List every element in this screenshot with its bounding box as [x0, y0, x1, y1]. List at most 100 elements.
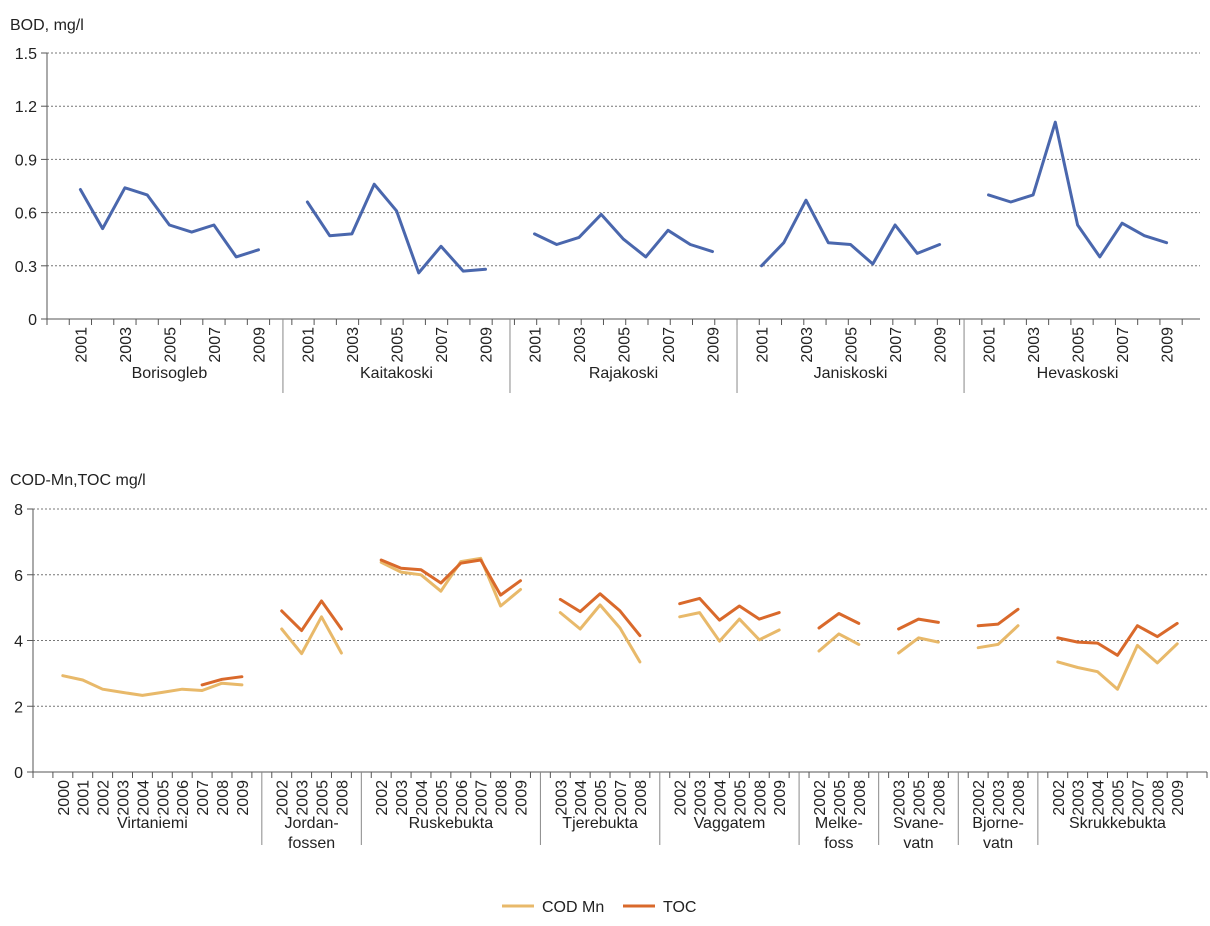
- x-tick-label: 2002: [1051, 780, 1068, 816]
- y-tick-label: 0.9: [15, 152, 37, 169]
- x-tick-label: 2002: [673, 780, 690, 816]
- x-tick-label: 2005: [1110, 780, 1127, 816]
- x-tick-label: 2001: [755, 327, 772, 363]
- x-tick-label: 2007: [661, 327, 678, 363]
- x-tick-label: 2006: [175, 780, 192, 816]
- series-line-cod-mn: [558, 603, 642, 664]
- group-label-line: vatn: [983, 835, 1013, 852]
- x-tick-label: 2003: [892, 780, 909, 816]
- x-tick-label: 2004: [573, 780, 590, 816]
- x-tick-label: 2001: [527, 327, 544, 363]
- x-tick-label: 2005: [593, 780, 610, 816]
- x-tick-label: 2007: [434, 327, 451, 363]
- group-label-line: Melke-: [815, 815, 863, 832]
- x-tick-label: 2003: [295, 780, 312, 816]
- x-tick-label: 2006: [454, 780, 471, 816]
- y-tick-label: 0: [28, 312, 37, 329]
- y-axis-label: COD-Mn,TOC mg/l: [10, 472, 146, 489]
- y-tick-label: 1.5: [15, 46, 37, 63]
- series-line-toc: [976, 607, 1020, 628]
- x-tick-label: 2003: [1026, 327, 1043, 363]
- series-line-toc: [558, 592, 642, 638]
- x-tick-label: 2000: [56, 780, 73, 816]
- group-label-line: Bjorne-: [972, 815, 1024, 832]
- x-tick-label: 2007: [474, 780, 491, 816]
- x-tick-label: 2005: [911, 780, 928, 816]
- x-tick-label: 2007: [195, 780, 212, 816]
- group-label: Melke-foss: [815, 815, 863, 852]
- x-tick-label: 2009: [706, 327, 723, 363]
- x-tick-label: 2001: [76, 780, 93, 816]
- y-tick-label: 6: [14, 568, 23, 585]
- group-label: Svane-vatn: [893, 815, 944, 852]
- x-tick-label: 2003: [553, 780, 570, 816]
- x-tick-label: 2005: [162, 327, 179, 363]
- x-tick-label: 2001: [300, 327, 317, 363]
- series-line-cod-mn: [280, 615, 343, 656]
- x-tick-label: 2008: [1150, 780, 1167, 816]
- y-tick-label: 0: [14, 765, 23, 782]
- group-label-line: fossen: [288, 835, 335, 852]
- group-label-line: Jordan-: [284, 815, 338, 832]
- x-tick-label: 2009: [772, 780, 789, 816]
- x-tick-label: 2005: [1071, 327, 1088, 363]
- x-tick-label: 2002: [96, 780, 113, 816]
- x-tick-label: 2009: [235, 780, 252, 816]
- group-label-line: Svane-: [893, 815, 944, 832]
- x-tick-label: 2003: [394, 780, 411, 816]
- x-tick-label: 2005: [155, 780, 172, 816]
- group-label: Skrukkebukta: [1069, 815, 1166, 832]
- y-axis-label: BOD, mg/l: [10, 17, 84, 34]
- group-label: Virtaniemi: [117, 815, 188, 832]
- series-line-toc: [817, 612, 861, 630]
- series-line-cod-mn: [817, 632, 861, 653]
- x-tick-label: 2008: [334, 780, 351, 816]
- x-tick-label: 2005: [315, 780, 332, 816]
- x-tick-label: 2005: [617, 327, 634, 363]
- series-line-bod: [533, 212, 714, 259]
- x-tick-label: 2002: [812, 780, 829, 816]
- x-tick-label: 2008: [633, 780, 650, 816]
- series-line-cod-mn: [678, 611, 781, 643]
- x-tick-label: 2008: [752, 780, 769, 816]
- series-line-toc: [280, 599, 343, 633]
- series-line-cod-mn: [379, 556, 522, 608]
- x-tick-label: 2009: [478, 327, 495, 363]
- y-tick-label: 2: [14, 699, 23, 716]
- group-label: Vaggatem: [694, 815, 766, 832]
- x-tick-label: 2009: [514, 780, 531, 816]
- group-label: Jordan-fossen: [284, 815, 338, 852]
- series-line-toc: [1056, 621, 1179, 657]
- x-tick-label: 2002: [374, 780, 391, 816]
- group-label: Tjerebukta: [562, 815, 638, 832]
- x-tick-label: 2005: [732, 780, 749, 816]
- series-line-toc: [897, 617, 940, 631]
- x-tick-label: 2007: [888, 327, 905, 363]
- x-tick-label: 2003: [572, 327, 589, 363]
- x-tick-label: 2002: [275, 780, 292, 816]
- series-line-bod: [78, 186, 260, 259]
- y-tick-label: 0.3: [15, 259, 37, 276]
- x-tick-label: 2009: [1170, 780, 1187, 816]
- x-tick-label: 2003: [118, 327, 135, 363]
- x-tick-label: 2009: [933, 327, 950, 363]
- group-label: Bjorne-vatn: [972, 815, 1024, 852]
- group-label: Ruskebukta: [409, 815, 494, 832]
- x-tick-label: 2008: [852, 780, 869, 816]
- x-tick-label: 2008: [931, 780, 948, 816]
- group-label: Rajakoski: [589, 365, 658, 382]
- x-tick-label: 2004: [135, 780, 152, 816]
- group-label: Hevaskoski: [1037, 365, 1119, 382]
- legend-label: TOC: [663, 899, 696, 916]
- series-line-bod: [987, 120, 1169, 259]
- x-tick-label: 2005: [434, 780, 451, 816]
- series-line-cod-mn: [897, 636, 940, 655]
- group-label: Kaitakoski: [360, 365, 433, 382]
- x-tick-label: 2001: [982, 327, 999, 363]
- x-tick-label: 2003: [991, 780, 1008, 816]
- x-tick-label: 2005: [832, 780, 849, 816]
- series-line-bod: [305, 182, 487, 275]
- group-label-line: vatn: [903, 835, 933, 852]
